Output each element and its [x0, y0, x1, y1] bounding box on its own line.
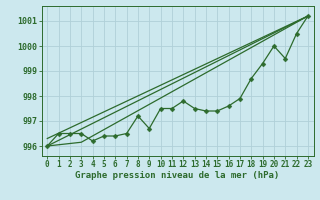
X-axis label: Graphe pression niveau de la mer (hPa): Graphe pression niveau de la mer (hPa) — [76, 171, 280, 180]
